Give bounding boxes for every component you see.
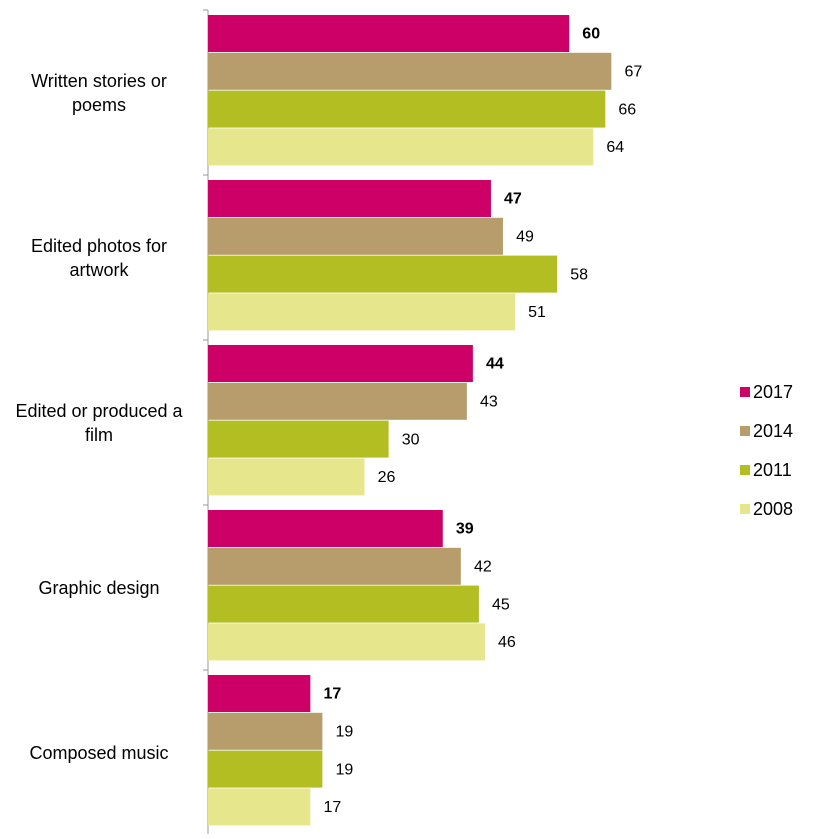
category-label-box: Composed music [29, 742, 169, 763]
category-label: Composed music [29, 742, 169, 763]
bar [208, 458, 365, 496]
category-label-box: Edited or produced a film [15, 400, 183, 445]
category-label-box: Graphic design [38, 577, 160, 598]
value-label: 60 [582, 26, 600, 43]
bar [208, 255, 558, 293]
bar [208, 510, 443, 547]
bar [208, 788, 311, 826]
value-label: 19 [335, 724, 353, 741]
category-label-box: Written stories or poems [31, 70, 167, 115]
value-label: 67 [624, 64, 642, 81]
value-label: 44 [486, 356, 504, 373]
bar [208, 15, 570, 52]
value-label: 66 [618, 101, 636, 118]
category-label-box: Edited photos for artwork [30, 235, 168, 280]
bar [208, 623, 485, 661]
bar [208, 90, 606, 128]
legend-label: 2014 [753, 421, 793, 441]
category-label: Edited or produced a film [15, 400, 183, 445]
value-label: 30 [402, 431, 420, 448]
value-label: 39 [456, 521, 474, 538]
value-label: 19 [335, 761, 353, 778]
legend-swatch [740, 504, 750, 514]
value-label: 43 [480, 394, 498, 411]
value-label: 49 [516, 229, 534, 246]
category-label: Graphic design [38, 577, 160, 598]
value-label: 42 [474, 559, 492, 576]
legend-label: 2008 [753, 499, 793, 519]
bar [208, 712, 323, 750]
bar [208, 180, 491, 217]
value-label: 17 [323, 799, 341, 816]
value-label: 45 [492, 596, 510, 613]
value-label: 47 [504, 191, 522, 208]
legend-swatch [740, 387, 750, 397]
bar [208, 547, 461, 585]
legend-label: 2017 [753, 382, 793, 402]
legend-swatch [740, 426, 750, 436]
category-label: Edited photos for artwork [30, 235, 168, 280]
bar [208, 382, 467, 420]
bar [208, 345, 473, 382]
value-label: 46 [498, 634, 516, 651]
value-label: 51 [528, 304, 546, 321]
legend-label: 2011 [753, 460, 792, 480]
category-label: Written stories or poems [31, 70, 167, 115]
bar [208, 52, 612, 90]
bar [208, 675, 311, 712]
bar [208, 420, 389, 458]
bar [208, 293, 516, 331]
bar [208, 585, 479, 623]
value-label: 64 [606, 139, 624, 156]
value-label: 58 [570, 266, 588, 283]
bar [208, 217, 503, 255]
value-label: 26 [378, 469, 396, 486]
bar [208, 128, 594, 166]
legend-swatch [740, 465, 750, 475]
bar [208, 750, 323, 788]
value-label: 17 [323, 686, 341, 703]
